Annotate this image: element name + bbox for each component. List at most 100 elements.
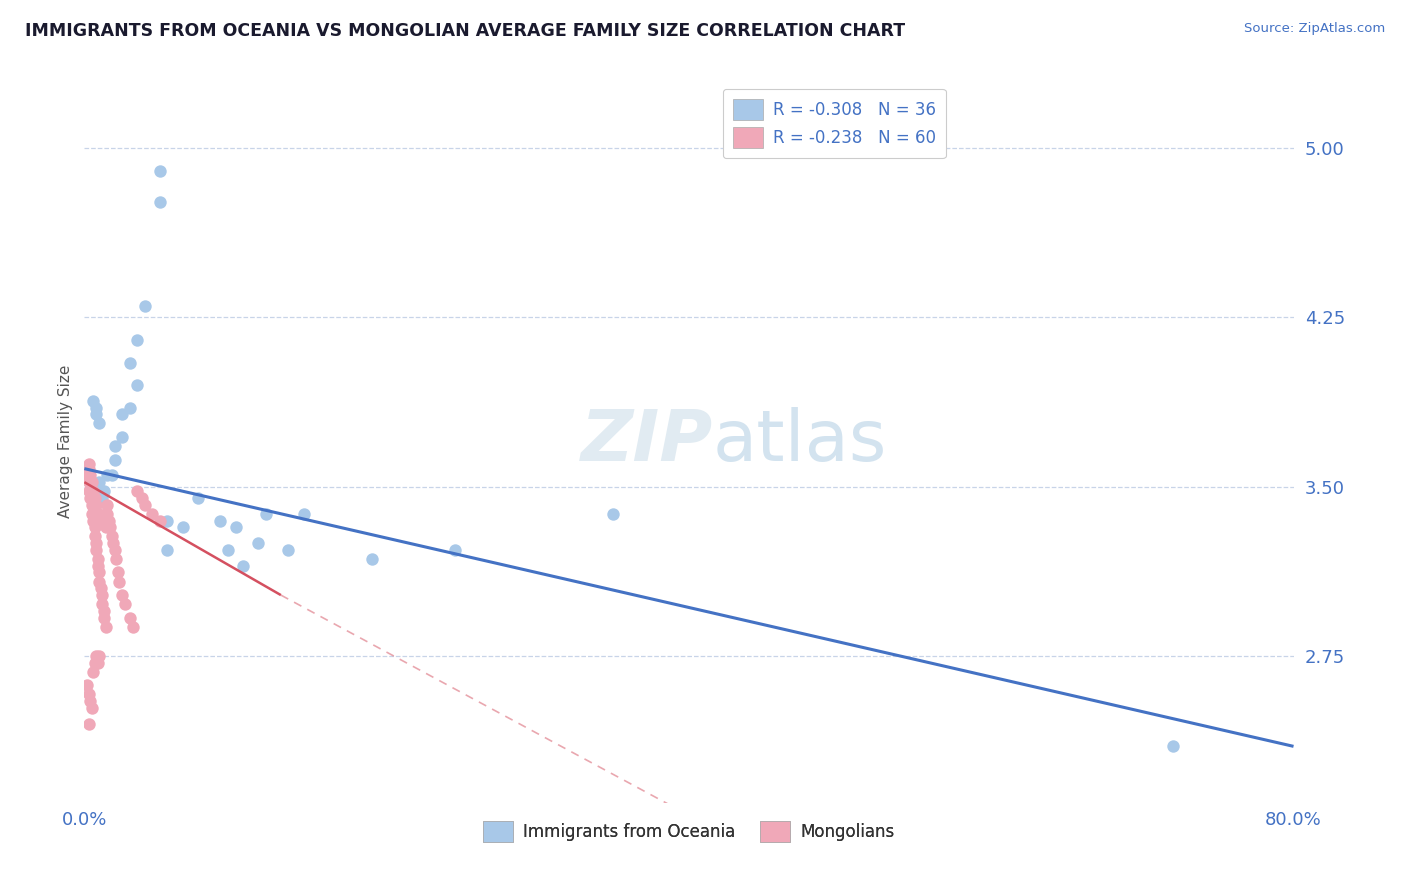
Point (84, 656, 107, 670)
Point (277, 542, 299, 557)
Point (360, 552, 382, 566)
Point (86, 498, 108, 512)
Point (225, 520, 247, 534)
Point (602, 507, 624, 521)
Point (84, 491, 107, 505)
Point (98, 520, 121, 534)
Point (104, 439, 127, 453)
Point (100, 529, 122, 543)
Point (121, 620, 143, 634)
Point (292, 507, 315, 521)
Point (131, 491, 153, 505)
Point (101, 536, 124, 550)
Point (91, 491, 114, 505)
Point (77, 461, 100, 475)
Point (86, 536, 108, 550)
Point (111, 588, 134, 602)
Point (79, 491, 101, 505)
Point (247, 536, 270, 550)
Point (82, 665, 104, 679)
Point (79, 694, 101, 708)
Point (134, 299, 156, 313)
Point (84, 520, 107, 534)
Point (80, 701, 103, 715)
Point (89, 648, 111, 663)
Point (149, 163, 172, 178)
Point (89, 475, 111, 490)
Point (94, 620, 117, 634)
Point (77, 716, 100, 731)
Point (87, 656, 110, 670)
Point (87, 552, 110, 566)
Point (77, 687, 100, 701)
Point (114, 597, 136, 611)
Point (89, 507, 111, 521)
Point (187, 491, 209, 505)
Point (97, 514, 120, 528)
Y-axis label: Average Family Size: Average Family Size (58, 365, 73, 518)
Point (93, 610, 115, 624)
Point (80, 475, 103, 490)
Point (107, 566, 129, 580)
Point (156, 514, 179, 528)
Point (118, 401, 141, 415)
Point (149, 195, 172, 210)
Point (134, 498, 156, 512)
Point (96, 468, 118, 483)
Point (209, 514, 232, 528)
Point (217, 542, 239, 557)
Point (91, 597, 114, 611)
Point (79, 468, 101, 483)
Text: ZIP: ZIP (581, 407, 713, 476)
Point (80, 507, 103, 521)
Point (94, 520, 117, 534)
Point (91, 588, 114, 602)
Point (232, 558, 254, 573)
Point (77, 484, 100, 499)
Point (96, 498, 118, 512)
Text: Source: ZipAtlas.com: Source: ZipAtlas.com (1244, 22, 1385, 36)
Point (104, 452, 127, 467)
Point (118, 355, 141, 369)
Point (84, 529, 107, 543)
Point (1161, 739, 1184, 754)
Text: IMMIGRANTS FROM OCEANIA VS MONGOLIAN AVERAGE FAMILY SIZE CORRELATION CHART: IMMIGRANTS FROM OCEANIA VS MONGOLIAN AVE… (25, 22, 905, 40)
Point (91, 514, 114, 528)
Point (104, 542, 127, 557)
Point (82, 514, 104, 528)
Point (100, 468, 122, 483)
Point (86, 542, 108, 557)
Point (87, 558, 110, 573)
Point (111, 430, 134, 444)
Point (118, 610, 141, 624)
Point (254, 507, 277, 521)
Legend: Immigrants from Oceania, Mongolians: Immigrants from Oceania, Mongolians (477, 814, 901, 848)
Point (93, 484, 115, 499)
Point (111, 408, 134, 422)
Point (105, 552, 128, 566)
Point (149, 514, 172, 528)
Point (96, 507, 118, 521)
Point (93, 604, 115, 618)
Point (82, 484, 104, 499)
Point (141, 507, 163, 521)
Text: atlas: atlas (713, 407, 887, 476)
Point (76, 468, 98, 483)
Point (90, 582, 112, 596)
Point (443, 542, 465, 557)
Point (108, 574, 131, 589)
Point (89, 574, 111, 589)
Point (127, 484, 149, 499)
Point (76, 678, 98, 692)
Point (77, 475, 100, 490)
Point (86, 401, 108, 415)
Point (82, 393, 104, 408)
Point (86, 648, 108, 663)
Point (89, 417, 111, 431)
Point (89, 566, 111, 580)
Point (77, 457, 100, 471)
Point (172, 520, 194, 534)
Point (156, 542, 179, 557)
Point (127, 378, 149, 392)
Point (80, 498, 103, 512)
